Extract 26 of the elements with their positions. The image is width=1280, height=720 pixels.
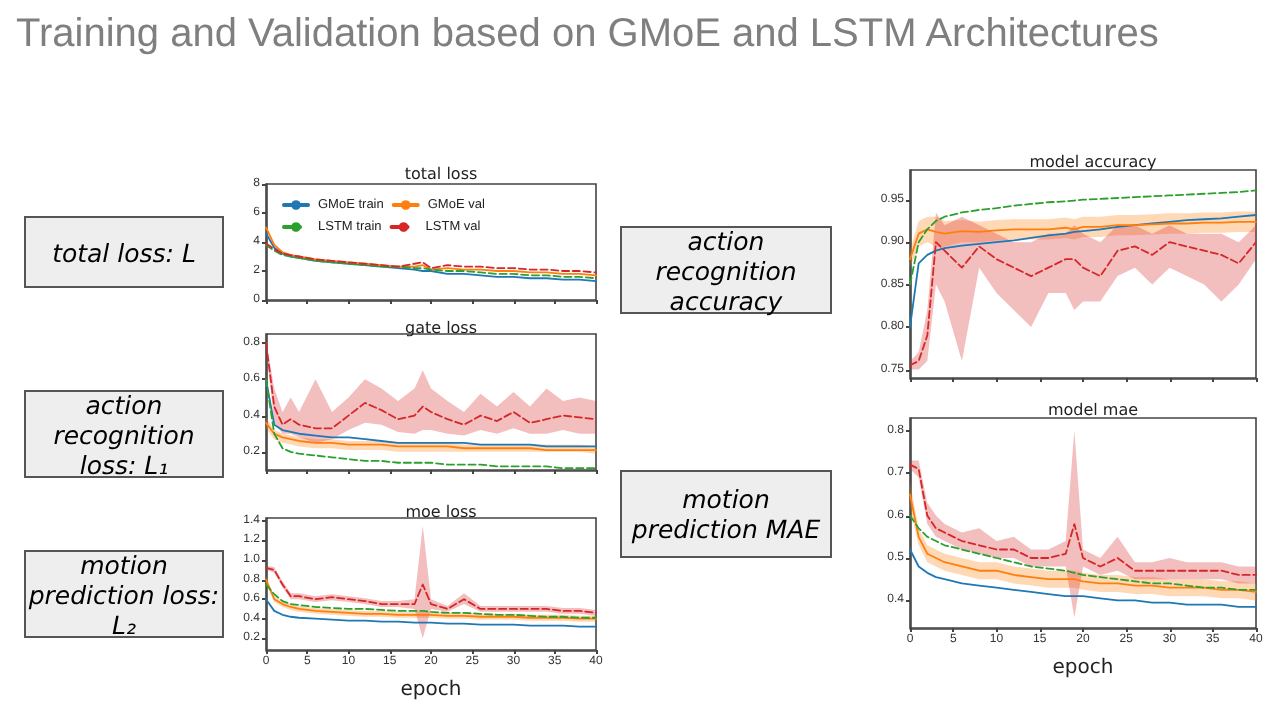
line-series bbox=[265, 242, 597, 274]
chart-title: gate loss bbox=[404, 319, 478, 337]
line-series bbox=[909, 189, 1257, 286]
line-series bbox=[909, 548, 1257, 608]
chart-title: total loss bbox=[404, 165, 478, 183]
line-series bbox=[909, 214, 1257, 328]
text: motion prediction MAE bbox=[620, 470, 832, 558]
text: Training and Validation based on GMoE and LSTM Architectures bbox=[16, 12, 1159, 58]
text: action recognition accuracy bbox=[620, 225, 832, 315]
line-series bbox=[265, 244, 597, 280]
line-series bbox=[909, 241, 1257, 367]
line-series bbox=[265, 566, 597, 614]
line-series bbox=[909, 463, 1257, 576]
line-series bbox=[265, 342, 597, 430]
x-axis-title: epoch bbox=[1052, 657, 1114, 679]
text: total loss: L bbox=[24, 216, 224, 288]
line-series bbox=[265, 598, 597, 628]
x-axis-title: epoch bbox=[400, 679, 462, 701]
line-series bbox=[909, 220, 1257, 261]
line-series bbox=[909, 514, 1257, 591]
chart-title: moe loss bbox=[405, 503, 477, 521]
text: action recognition loss: L₁ bbox=[24, 389, 224, 479]
chart-title: model accuracy bbox=[1029, 153, 1158, 171]
chart-title: model mae bbox=[1047, 401, 1139, 419]
line-series bbox=[909, 493, 1257, 593]
text: motion prediction loss: L₂ bbox=[24, 549, 224, 639]
